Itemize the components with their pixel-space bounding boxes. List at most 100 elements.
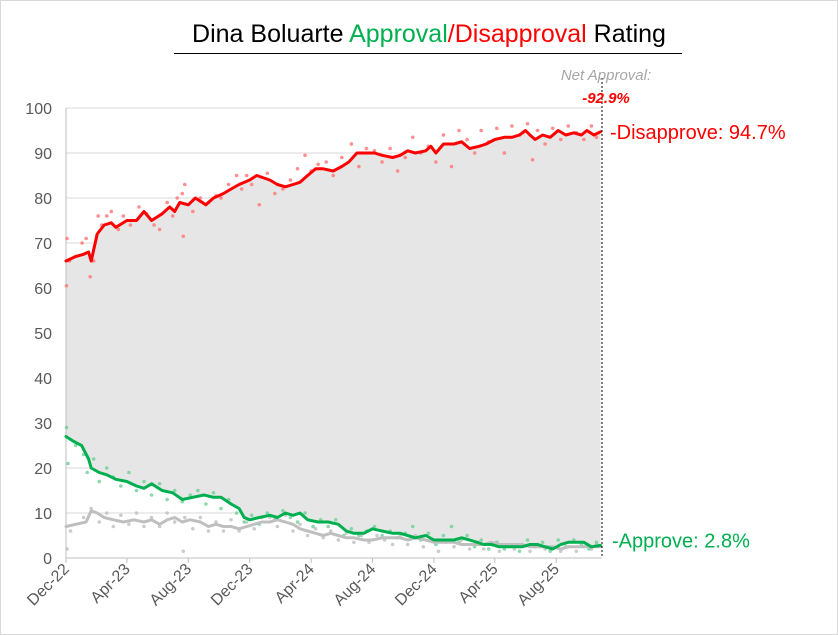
neutral-poll-point bbox=[68, 529, 73, 533]
disapprove-poll-point bbox=[180, 191, 185, 196]
disapprove-poll-point bbox=[152, 223, 156, 227]
approve-poll-point bbox=[196, 488, 200, 493]
disapprove-poll-point bbox=[65, 236, 69, 241]
neutral-poll-point bbox=[405, 542, 410, 547]
y-tick-label: 100 bbox=[25, 101, 52, 118]
disapprove-poll-point bbox=[364, 146, 369, 151]
y-tick-label: 10 bbox=[34, 506, 52, 523]
approve-poll-point bbox=[188, 493, 193, 497]
title-slash: / bbox=[447, 20, 455, 48]
disapprove-line bbox=[64, 129, 602, 263]
neutral-poll-point bbox=[134, 511, 139, 515]
disapprove-poll-point bbox=[165, 200, 169, 205]
approve-poll-point bbox=[211, 490, 216, 495]
approve-poll-point bbox=[242, 520, 246, 524]
disapprove-poll-point bbox=[116, 227, 121, 232]
neutral-poll-point bbox=[321, 535, 325, 540]
x-axis: Dec-22 Apr-23 Aug-23 Dec-23 Apr-24 Aug-24 Dec-… bbox=[24, 557, 602, 610]
disapprove-poll-point bbox=[525, 121, 530, 126]
disapprove-poll-point bbox=[589, 124, 594, 128]
disapprove-poll-point bbox=[465, 137, 469, 142]
disapprove-poll-point bbox=[175, 196, 180, 200]
disapprove-poll-point bbox=[349, 142, 354, 146]
approve-poll-point bbox=[556, 538, 561, 542]
neutral-poll-point bbox=[291, 529, 295, 533]
disapprove-poll-point bbox=[265, 171, 270, 176]
disapprove-poll-point bbox=[128, 223, 133, 227]
disapprove-poll-point bbox=[104, 214, 109, 218]
approve-poll-point bbox=[165, 497, 169, 502]
neutral-poll-point bbox=[65, 547, 69, 551]
title-disapproval: Disapproval bbox=[454, 20, 587, 48]
disapprove-poll-point bbox=[502, 151, 507, 155]
neutral-poll-point bbox=[298, 522, 302, 527]
neutral-poll-point bbox=[436, 549, 441, 554]
disapprove-poll-point bbox=[88, 274, 92, 279]
disapprove-poll-point bbox=[457, 128, 461, 133]
disapprove-poll-point bbox=[380, 160, 384, 164]
disapprove-poll-point bbox=[249, 182, 254, 187]
neutral-poll-point bbox=[206, 529, 211, 533]
approve-poll-point bbox=[172, 488, 177, 493]
y-tick-label: 0 bbox=[43, 551, 52, 568]
disapprove-poll-point bbox=[170, 214, 175, 218]
disapprove-poll-point bbox=[324, 160, 328, 164]
approve-poll-point bbox=[311, 524, 315, 529]
disapprove-poll-point bbox=[121, 214, 126, 218]
x-tick-label: Dec-22 bbox=[24, 561, 73, 610]
neutral-poll-point bbox=[558, 549, 563, 554]
disapprove-poll-point bbox=[80, 241, 84, 245]
neutral-poll-point bbox=[191, 526, 195, 531]
x-tick-label: Aug-23 bbox=[147, 561, 196, 610]
disapprove-poll-point bbox=[182, 182, 187, 187]
approve-poll-point bbox=[303, 511, 307, 515]
neutral-poll-point bbox=[229, 517, 233, 522]
approve-poll-point bbox=[465, 533, 469, 538]
neutral-poll-point bbox=[313, 526, 318, 531]
neutral-poll-point bbox=[214, 520, 218, 524]
net-approval-caption: Net Approval: bbox=[561, 67, 651, 84]
neutral-poll-point bbox=[89, 506, 93, 511]
approve-poll-point bbox=[349, 526, 354, 531]
x-tick-label: Apr-24 bbox=[272, 561, 318, 607]
disapprove-poll-point bbox=[226, 182, 231, 187]
disapprove-poll-point bbox=[510, 124, 514, 128]
approve-poll-point bbox=[517, 549, 522, 554]
approve-poll-point bbox=[91, 457, 96, 461]
chart-title: Dina Boluarte Approval/Disapproval Ratin… bbox=[0, 20, 838, 49]
neutral-poll-point bbox=[104, 511, 109, 515]
gap-fill bbox=[66, 130, 601, 549]
disapprove-poll-point bbox=[550, 126, 555, 131]
disapprove-poll-point bbox=[479, 128, 484, 133]
y-axis: 0 10 20 30 40 50 60 70 80 90 100 bbox=[25, 101, 67, 568]
disapprove-poll-point bbox=[395, 169, 400, 173]
approve-poll-point bbox=[219, 506, 223, 511]
disapprove-poll-point bbox=[594, 135, 599, 140]
approve-poll-point bbox=[204, 502, 208, 506]
neutral-poll-point bbox=[244, 520, 249, 524]
x-tick-label: Dec-23 bbox=[208, 561, 257, 610]
disapprove-poll-point bbox=[64, 283, 69, 288]
disapprove-poll-point bbox=[434, 160, 438, 164]
neutral-poll-point bbox=[336, 538, 341, 542]
approve-poll-point bbox=[127, 470, 131, 475]
title-underline bbox=[174, 53, 682, 54]
neutral-poll-point bbox=[127, 522, 131, 527]
neutral-poll-point bbox=[181, 549, 186, 554]
neutral-poll-point bbox=[375, 533, 379, 538]
disapprove-poll-point bbox=[273, 191, 277, 196]
approve-poll-point bbox=[249, 513, 254, 518]
neutral-poll-point bbox=[467, 547, 472, 551]
neutral-poll-point bbox=[352, 540, 356, 545]
disapprove-poll-point bbox=[316, 162, 320, 167]
approve-poll-point bbox=[134, 488, 139, 493]
approve-poll-point bbox=[333, 517, 338, 522]
disapprove-poll-point bbox=[239, 187, 244, 191]
disapprove-poll-point bbox=[191, 209, 195, 214]
gap-area bbox=[66, 130, 601, 549]
disapprove-poll-point bbox=[331, 173, 336, 178]
neutral-poll-point bbox=[481, 547, 486, 551]
disapprove-poll-point bbox=[410, 135, 415, 140]
neutral-poll-point bbox=[452, 544, 456, 549]
